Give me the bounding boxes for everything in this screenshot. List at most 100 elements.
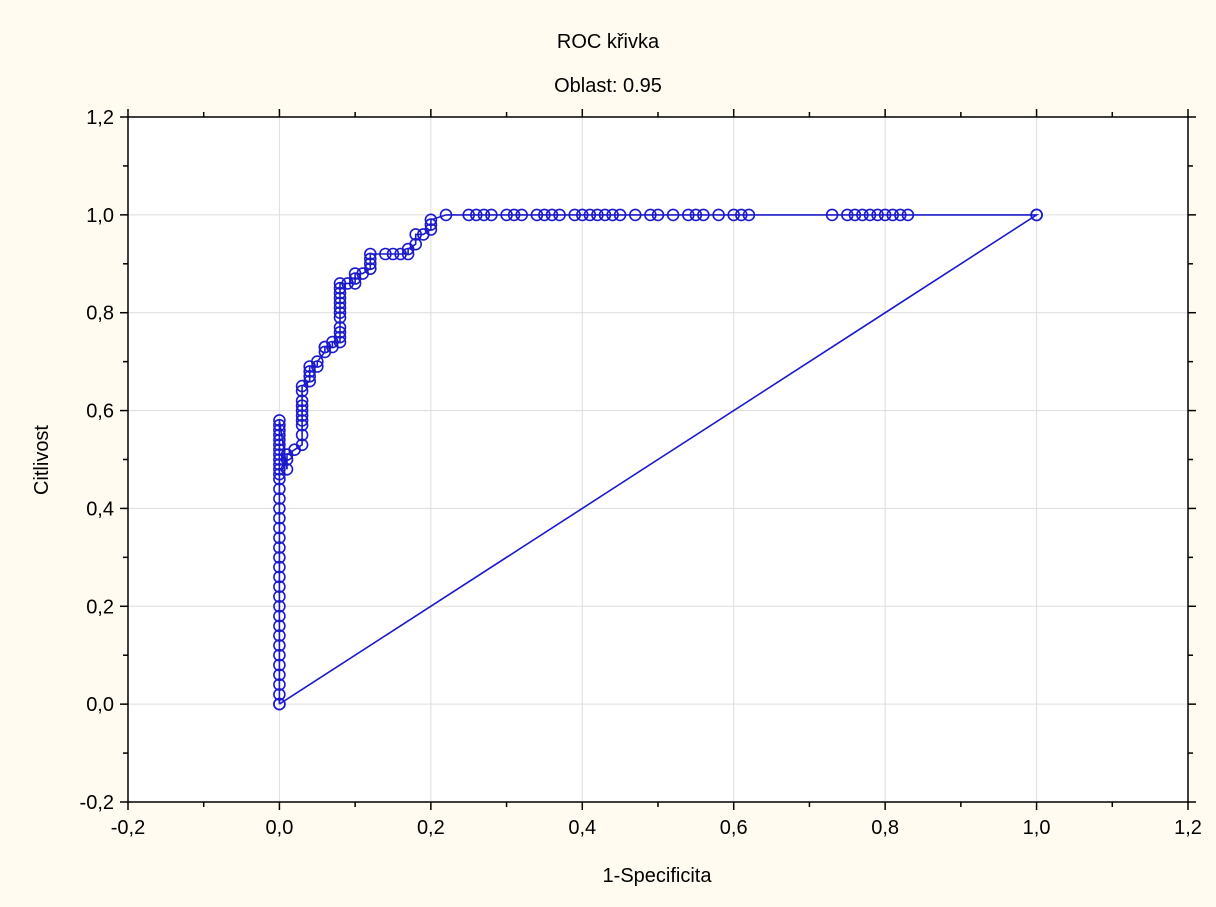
roc-point bbox=[628, 208, 642, 222]
roc-point bbox=[363, 252, 377, 266]
roc-point bbox=[273, 438, 286, 452]
roc-point bbox=[333, 325, 347, 339]
x-tick-label: 0,8 bbox=[871, 817, 899, 839]
roc-point bbox=[273, 428, 286, 442]
roc-point bbox=[333, 330, 347, 344]
roc-point bbox=[273, 580, 286, 594]
roc-point bbox=[424, 223, 438, 236]
y-tick-label: 0,0 bbox=[86, 694, 114, 716]
roc-point bbox=[273, 648, 286, 662]
roc-point bbox=[363, 257, 377, 271]
y-tick-label: -0,2 bbox=[80, 792, 114, 814]
roc-point bbox=[273, 482, 286, 496]
roc-point bbox=[273, 462, 286, 476]
roc-point bbox=[295, 438, 309, 452]
x-tick-label: -0,2 bbox=[111, 817, 145, 839]
x-tick-label: 1,2 bbox=[1174, 817, 1202, 839]
roc-point bbox=[295, 404, 309, 417]
roc-point bbox=[606, 208, 619, 222]
roc-point bbox=[273, 697, 286, 711]
roc-point bbox=[273, 599, 286, 613]
roc-point bbox=[333, 311, 347, 324]
roc-point bbox=[295, 394, 309, 408]
roc-point bbox=[273, 551, 286, 564]
roc-point bbox=[273, 688, 286, 701]
roc-point bbox=[1030, 208, 1043, 222]
x-tick-label: 0,4 bbox=[568, 817, 596, 839]
roc-point bbox=[303, 369, 317, 383]
roc-point bbox=[273, 521, 286, 535]
roc-point bbox=[273, 414, 286, 427]
roc-point bbox=[273, 511, 286, 525]
roc-point bbox=[409, 228, 423, 241]
roc-point bbox=[273, 609, 286, 623]
roc-point bbox=[901, 208, 915, 222]
y-tick-label: 0,4 bbox=[86, 498, 114, 520]
roc-point bbox=[273, 668, 286, 682]
roc-point bbox=[295, 399, 309, 413]
roc-point bbox=[878, 208, 892, 222]
roc-point bbox=[273, 418, 286, 432]
y-axis-label: Citlivost bbox=[31, 425, 53, 495]
roc-point bbox=[613, 208, 627, 222]
roc-point bbox=[348, 277, 362, 290]
roc-point bbox=[273, 472, 286, 486]
roc-point bbox=[538, 208, 551, 222]
roc-point bbox=[333, 335, 347, 349]
y-tick-label: 1,2 bbox=[86, 107, 114, 129]
roc-point bbox=[333, 306, 347, 320]
series-layer bbox=[273, 208, 1043, 711]
roc-point bbox=[273, 639, 286, 652]
roc-point bbox=[477, 208, 491, 222]
roc-point bbox=[273, 619, 286, 633]
x-tick-label: 0,2 bbox=[417, 817, 445, 839]
x-axis-label: 1-Specificita bbox=[603, 865, 713, 887]
roc-point bbox=[333, 286, 347, 300]
chart-subtitle: Oblast: 0.95 bbox=[554, 75, 662, 97]
roc-point bbox=[545, 208, 559, 222]
y-tick-label: 0,8 bbox=[86, 303, 114, 325]
roc-point bbox=[363, 247, 377, 261]
roc-point bbox=[333, 321, 347, 334]
x-tick-label: 0,0 bbox=[266, 817, 294, 839]
roc-point bbox=[303, 374, 317, 388]
roc-point bbox=[553, 208, 566, 222]
roc-point bbox=[734, 208, 748, 222]
roc-point bbox=[295, 409, 309, 422]
roc-point bbox=[568, 208, 582, 222]
roc-point bbox=[469, 208, 483, 222]
roc-point bbox=[273, 590, 286, 603]
roc-point bbox=[333, 291, 347, 305]
y-tick-label: 0,2 bbox=[86, 596, 114, 618]
roc-point bbox=[424, 213, 438, 227]
roc-point bbox=[310, 360, 324, 373]
roc-point bbox=[530, 208, 544, 222]
roc-point bbox=[310, 355, 324, 368]
roc-point bbox=[848, 208, 862, 222]
roc-point bbox=[598, 208, 612, 222]
roc-point bbox=[500, 208, 513, 222]
roc-point bbox=[651, 208, 665, 222]
roc-point bbox=[273, 492, 286, 505]
roc-curve-line bbox=[278, 214, 1040, 705]
roc-point bbox=[273, 678, 286, 691]
roc-point bbox=[575, 208, 589, 222]
ticks: -0,2 0,0 0,2 0,4 0,6 0,8 1,0 1,2 -0,2 0,0 0,2 0,4 0,… bbox=[80, 107, 1202, 839]
roc-point bbox=[386, 247, 400, 261]
roc-point bbox=[280, 462, 294, 476]
roc-point bbox=[840, 208, 854, 222]
roc-point bbox=[280, 453, 294, 466]
roc-point bbox=[583, 208, 597, 222]
roc-point bbox=[681, 208, 695, 222]
roc-point bbox=[591, 208, 604, 222]
roc-point bbox=[401, 247, 415, 261]
roc-point bbox=[295, 414, 309, 427]
roc-point bbox=[886, 208, 900, 222]
roc-point bbox=[273, 423, 286, 437]
y-tick-label: 1,0 bbox=[86, 205, 114, 227]
roc-point bbox=[697, 208, 710, 222]
roc-point bbox=[348, 267, 362, 280]
roc-point bbox=[333, 277, 347, 290]
